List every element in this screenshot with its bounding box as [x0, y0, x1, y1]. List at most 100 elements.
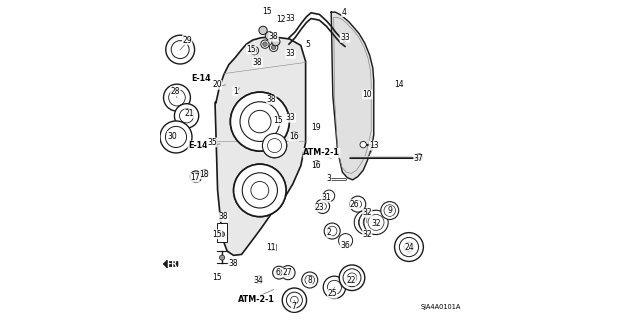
Text: 29: 29 [182, 36, 192, 44]
Text: 32: 32 [371, 219, 381, 228]
Text: 15: 15 [246, 45, 256, 54]
Text: FR.: FR. [166, 260, 180, 269]
Circle shape [282, 288, 307, 312]
Text: 25: 25 [327, 289, 337, 298]
Circle shape [381, 202, 399, 220]
Text: 32: 32 [362, 230, 372, 239]
Circle shape [263, 42, 268, 46]
Circle shape [272, 37, 280, 46]
Circle shape [339, 265, 365, 291]
Circle shape [416, 154, 422, 160]
Text: 18: 18 [200, 170, 209, 179]
Text: 31: 31 [321, 193, 331, 202]
FancyArrow shape [164, 260, 178, 268]
Text: 22: 22 [347, 276, 356, 285]
Text: 33: 33 [285, 49, 296, 58]
Text: 33: 33 [285, 14, 296, 23]
Text: 5: 5 [306, 40, 310, 49]
Text: 1: 1 [233, 87, 237, 96]
Bar [217, 223, 227, 242]
Text: 26: 26 [349, 200, 360, 209]
Circle shape [268, 139, 282, 153]
Circle shape [234, 164, 286, 217]
Text: ATM-2-1: ATM-2-1 [238, 295, 275, 304]
Circle shape [328, 226, 337, 236]
Text: 23: 23 [314, 203, 324, 212]
Circle shape [314, 161, 320, 167]
Circle shape [190, 171, 202, 182]
Circle shape [268, 139, 282, 153]
Text: 17: 17 [189, 173, 200, 182]
Circle shape [240, 102, 280, 141]
Circle shape [243, 173, 278, 208]
Circle shape [359, 210, 383, 235]
Circle shape [302, 272, 317, 288]
Circle shape [174, 104, 199, 128]
Circle shape [269, 43, 278, 52]
Circle shape [384, 205, 396, 216]
Circle shape [284, 269, 292, 276]
Text: 13: 13 [369, 141, 379, 150]
Circle shape [347, 273, 357, 283]
Text: 20: 20 [212, 80, 222, 89]
Text: 12: 12 [276, 15, 285, 24]
Circle shape [358, 214, 374, 230]
Text: 38: 38 [218, 212, 228, 221]
Text: 38: 38 [266, 95, 276, 104]
Circle shape [281, 266, 295, 280]
Bar [269, 244, 276, 250]
Circle shape [259, 26, 268, 35]
Circle shape [324, 223, 340, 239]
Circle shape [276, 269, 282, 276]
Circle shape [305, 275, 315, 285]
Circle shape [240, 102, 280, 141]
Circle shape [234, 164, 286, 217]
Text: 15: 15 [212, 273, 222, 282]
Circle shape [364, 214, 380, 230]
Text: 32: 32 [362, 208, 372, 217]
Circle shape [291, 132, 298, 140]
Circle shape [268, 96, 276, 104]
Text: 36: 36 [340, 241, 350, 250]
Text: 27: 27 [282, 268, 292, 277]
Text: 34: 34 [253, 276, 264, 285]
Circle shape [172, 41, 189, 59]
Circle shape [249, 110, 271, 133]
Text: 14: 14 [394, 80, 404, 89]
Circle shape [269, 98, 274, 102]
Circle shape [255, 276, 262, 284]
Text: 3: 3 [326, 174, 332, 183]
Circle shape [251, 181, 269, 199]
Circle shape [165, 126, 187, 148]
Circle shape [395, 233, 424, 261]
Text: 33: 33 [340, 33, 350, 42]
Text: 10: 10 [362, 90, 372, 99]
Circle shape [360, 141, 367, 148]
Text: 19: 19 [311, 123, 321, 132]
Circle shape [166, 35, 195, 64]
Text: 15: 15 [273, 116, 283, 125]
Text: 15: 15 [212, 230, 222, 239]
Circle shape [319, 203, 326, 210]
Text: 37: 37 [413, 154, 424, 163]
Circle shape [316, 199, 330, 213]
Circle shape [201, 170, 209, 177]
Text: 8: 8 [307, 276, 312, 285]
Text: 7: 7 [291, 302, 296, 311]
Circle shape [230, 92, 289, 151]
Circle shape [262, 133, 287, 158]
Polygon shape [215, 37, 306, 255]
Text: 21: 21 [185, 109, 194, 118]
Text: 35: 35 [207, 138, 217, 147]
Circle shape [262, 133, 287, 158]
Circle shape [164, 84, 191, 111]
Circle shape [261, 40, 269, 48]
Circle shape [323, 190, 335, 202]
Circle shape [243, 173, 278, 208]
Text: 30: 30 [167, 132, 177, 140]
Text: 24: 24 [404, 243, 414, 252]
Circle shape [220, 255, 225, 260]
Circle shape [220, 232, 225, 237]
Ellipse shape [167, 46, 193, 53]
Text: SJA4A0101A: SJA4A0101A [420, 304, 461, 309]
